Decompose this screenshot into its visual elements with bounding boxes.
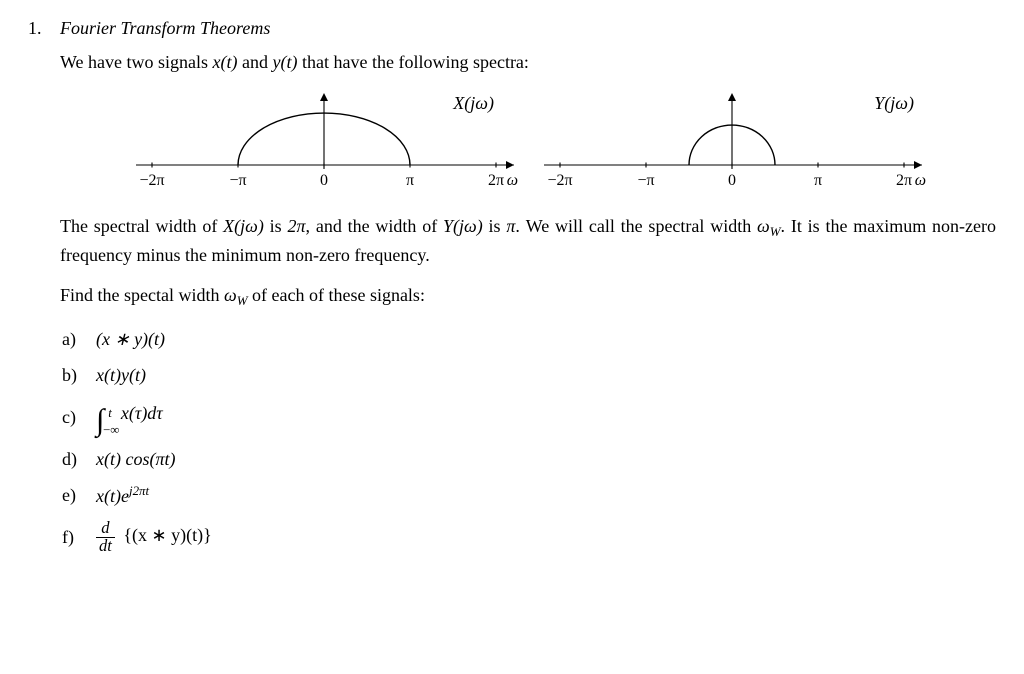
p3-t1: Find the spectal width xyxy=(60,285,224,305)
part-a: a) (x ∗ y)(t) xyxy=(62,325,996,355)
spectral-width-paragraph: The spectral width of X(jω) is 2π, and t… xyxy=(60,213,996,268)
part-f-rest: {(x ∗ y)(t)} xyxy=(123,526,211,546)
svg-text:π: π xyxy=(406,172,414,189)
part-a-label: a) xyxy=(62,329,96,350)
integral-icon: ∫t−∞ xyxy=(96,410,104,431)
svg-text:2π: 2π xyxy=(896,172,912,189)
p3-wwsub: W xyxy=(237,293,248,308)
part-b-expr: x(t)y(t) xyxy=(96,365,146,386)
part-d-label: d) xyxy=(62,449,96,470)
part-f: f) d dt {(x ∗ y)(t)} xyxy=(62,517,996,559)
find-paragraph: Find the spectal width ωW of each of the… xyxy=(60,282,996,311)
p2-t2: is xyxy=(264,216,288,236)
part-a-expr: (x ∗ y)(t) xyxy=(96,329,165,350)
chart-x-label: X(jω) xyxy=(453,93,494,114)
p2-t1: The spectral width of xyxy=(60,216,223,236)
intro-text-1: We have two signals xyxy=(60,52,213,72)
part-e-expr: x(t)ej2πt xyxy=(96,483,149,507)
parts-list: a) (x ∗ y)(t) b) x(t)y(t) c) ∫t−∞ x(τ)dτ… xyxy=(62,325,996,559)
svg-text:−π: −π xyxy=(637,172,654,189)
part-f-expr: d dt {(x ∗ y)(t)} xyxy=(96,520,212,554)
p3-t2: of each of these signals: xyxy=(248,285,425,305)
part-c-integrand: x(τ)dτ xyxy=(121,403,163,423)
p2-t4: is xyxy=(483,216,507,236)
part-d: d) x(t) cos(πt) xyxy=(62,445,996,475)
p2-t3: , and the width of xyxy=(306,216,444,236)
part-e: e) x(t)ej2πt xyxy=(62,481,996,511)
part-c-lower: −∞ xyxy=(103,426,119,435)
svg-text:2π: 2π xyxy=(488,172,504,189)
part-f-label: f) xyxy=(62,527,96,548)
p2-t5: . We will call the spectral width xyxy=(515,216,757,236)
svg-text:−2π: −2π xyxy=(547,172,572,189)
intro-text-3: that have the following spectra: xyxy=(298,52,529,72)
intro-paragraph: We have two signals x(t) and y(t) that h… xyxy=(60,49,996,75)
part-e-base: x(t)e xyxy=(96,487,129,507)
p2-xjw: X(jω) xyxy=(223,216,264,236)
fraction-icon: d dt xyxy=(96,520,115,554)
svg-text:ω: ω xyxy=(507,172,518,189)
part-c-upper: t xyxy=(108,409,112,418)
part-b: b) x(t)y(t) xyxy=(62,361,996,391)
part-c: c) ∫t−∞ x(τ)dτ xyxy=(62,397,996,439)
svg-text:−2π: −2π xyxy=(139,172,164,189)
chart-y-svg: −2π −π 0 π 2πω xyxy=(532,89,932,199)
chart-x: −2π −π 0 π 2πω X(jω) xyxy=(124,89,524,199)
intro-text-2: and xyxy=(238,52,273,72)
part-e-label: e) xyxy=(62,485,96,506)
p2-wwsub: W xyxy=(770,224,781,239)
svg-text:0: 0 xyxy=(320,172,328,189)
svg-text:0: 0 xyxy=(728,172,736,189)
svg-text:ω: ω xyxy=(915,172,926,189)
p2-yjw: Y(jω) xyxy=(443,216,483,236)
question-title: Fourier Transform Theorems xyxy=(60,18,996,39)
p3-ww: ω xyxy=(224,285,237,305)
chart-y-label: Y(jω) xyxy=(874,93,914,114)
part-e-exp: j2πt xyxy=(129,483,149,498)
part-c-expr: ∫t−∞ x(τ)dτ xyxy=(96,403,163,431)
part-c-label: c) xyxy=(62,407,96,428)
svg-text:π: π xyxy=(814,172,822,189)
p2-twopi: 2π xyxy=(288,216,306,236)
p2-ww: ω xyxy=(757,216,770,236)
chart-y: −2π −π 0 π 2πω Y(jω) xyxy=(532,89,932,199)
question-number: 1. xyxy=(28,18,60,39)
part-f-num: d xyxy=(96,520,115,537)
signal-y: y(t) xyxy=(273,52,298,72)
part-f-den: dt xyxy=(96,537,115,555)
svg-text:−π: −π xyxy=(229,172,246,189)
part-d-expr: x(t) cos(πt) xyxy=(96,449,175,470)
part-b-label: b) xyxy=(62,365,96,386)
signal-x: x(t) xyxy=(213,52,238,72)
spectra-charts: −2π−π0π2πω X(jω) −2π−π0π2πω Y(jω) xyxy=(60,89,996,199)
